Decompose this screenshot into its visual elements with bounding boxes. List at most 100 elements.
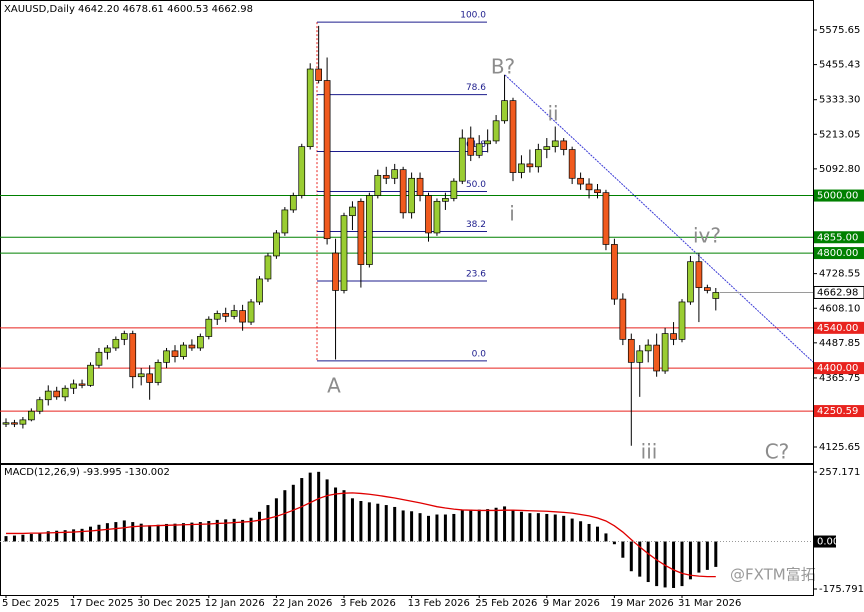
macd-bar: [638, 541, 642, 577]
candle-up: [273, 232, 280, 257]
candle-down: [239, 310, 246, 323]
candle-down: [332, 252, 339, 291]
macd-bar: [528, 513, 532, 542]
macd-bar: [198, 522, 202, 542]
macd-bar: [612, 541, 616, 545]
macd-bar: [469, 509, 473, 542]
candle-up: [408, 177, 415, 214]
candle-down: [357, 200, 365, 265]
macd-bar: [646, 541, 650, 583]
macd-bar: [46, 531, 50, 542]
candle-up: [475, 143, 483, 156]
level-label: 5000.00: [817, 191, 858, 202]
y-tick-label: 5213.05: [819, 129, 860, 140]
macd-bar: [105, 523, 109, 542]
candle-up: [450, 180, 458, 199]
candle-down: [382, 175, 390, 179]
candle-up: [644, 344, 652, 352]
macd-bar: [342, 490, 346, 542]
candle-down: [611, 244, 618, 300]
macd-bar: [418, 513, 422, 542]
fib-label: 100.0: [460, 11, 486, 21]
y-tick-label: 4608.10: [819, 303, 860, 314]
candle-up: [2, 422, 10, 425]
candle-up: [712, 292, 720, 299]
macd-bar: [89, 526, 92, 542]
wave-label: C?: [765, 440, 790, 464]
candle-up: [298, 146, 306, 196]
candle-down: [146, 373, 153, 383]
macd-bar: [291, 484, 295, 542]
macd-bar: [38, 532, 42, 542]
candle-down: [695, 261, 703, 288]
candle-down: [585, 183, 593, 191]
y-tick-label: 5575.65: [819, 25, 860, 36]
x-tick-label: 31 Mar 2026: [678, 598, 741, 609]
candle-down: [315, 68, 322, 81]
candle-down: [560, 140, 568, 150]
macd-bar: [139, 523, 143, 542]
macd-bar: [367, 502, 371, 542]
candle-down: [78, 383, 86, 386]
macd-y-tick-label: 257.171: [819, 467, 860, 478]
macd-bar: [536, 513, 540, 542]
macd-bar: [621, 541, 625, 558]
macd-bar: [80, 528, 84, 542]
candle-up: [442, 198, 449, 202]
macd-bar: [604, 533, 608, 542]
y-tick-label: 4365.75: [819, 373, 860, 384]
macd-bar: [562, 515, 566, 542]
macd-bar: [376, 503, 380, 542]
x-tick-label: 17 Dec 2025: [70, 598, 134, 609]
wave-label: A: [327, 374, 341, 398]
macd-bar: [241, 519, 245, 542]
macd-bar: [317, 471, 321, 542]
trend-line: [504, 74, 814, 363]
candle-up: [137, 373, 145, 378]
candle-up: [61, 387, 69, 398]
wave-label: iv?: [693, 224, 721, 248]
candle-up: [205, 318, 213, 337]
candle-down: [509, 100, 517, 173]
macd-bar: [553, 514, 557, 542]
x-tick-label: 5 Dec 2025: [2, 598, 60, 609]
candle-up: [154, 361, 162, 383]
macd-bar: [443, 514, 447, 542]
macd-bar: [350, 498, 354, 542]
macd-bar: [12, 535, 16, 542]
macd-bar: [29, 533, 33, 542]
candle-up: [95, 351, 103, 366]
macd-bar: [393, 506, 397, 542]
level-label-bg: [814, 247, 864, 260]
level-label-bg: [814, 405, 864, 418]
candle-down: [619, 298, 627, 340]
macd-bar: [359, 501, 363, 542]
y-tick-label: 5092.80: [819, 164, 860, 175]
macd-bar: [570, 518, 574, 542]
macd-bar: [72, 529, 76, 542]
macd-bar: [165, 523, 169, 542]
candle-up: [340, 215, 348, 291]
macd-bar: [207, 520, 211, 542]
watermark: @FXTM富拓: [730, 566, 816, 584]
wave-label: B?: [491, 55, 515, 79]
macd-bar: [688, 541, 692, 580]
y-tick-label: 4125.65: [819, 442, 860, 453]
macd-bar: [511, 510, 515, 542]
x-tick-label: 3 Feb 2026: [340, 598, 396, 609]
macd-bar: [452, 513, 456, 542]
candle-down: [188, 344, 196, 349]
macd-bar: [680, 541, 684, 587]
candle-up: [19, 419, 27, 425]
y-tick-label: 4487.85: [819, 338, 860, 349]
wave-label: i: [509, 202, 515, 226]
candle-up: [28, 410, 35, 421]
x-tick-label: 22 Jan 2026: [272, 598, 332, 609]
candle-up: [543, 146, 551, 150]
level-label-bg: [814, 189, 864, 202]
candle-up: [36, 399, 44, 412]
candle-down: [602, 192, 610, 245]
fib-label: 38.2: [466, 220, 486, 230]
